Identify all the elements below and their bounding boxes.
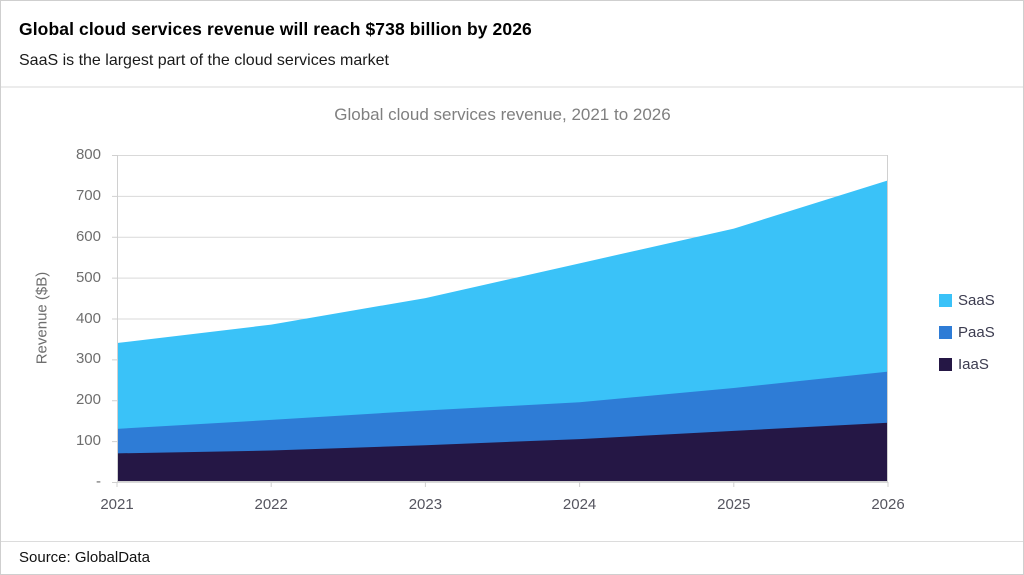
y-tick-label: 300 xyxy=(75,350,101,368)
legend-item: IaaS xyxy=(939,354,995,374)
chart-legend: SaaS PaaS IaaS xyxy=(939,290,995,386)
legend-swatch-icon xyxy=(939,325,952,339)
y-tick-label: 100 xyxy=(75,432,101,450)
y-tick-label: - xyxy=(96,473,101,490)
y-tick-label: 700 xyxy=(75,186,101,204)
chart-title: Global cloud services revenue, 2021 to 2… xyxy=(334,105,671,124)
source-attribution: Source: GlobalData xyxy=(19,549,150,566)
legend-swatch-icon xyxy=(939,357,952,371)
legend-item: SaaS xyxy=(939,290,995,310)
x-tick-label: 2024 xyxy=(562,496,597,513)
report-title: Global cloud services revenue will reach… xyxy=(19,19,532,39)
legend-item: PaaS xyxy=(939,322,995,342)
legend-label: PaaS xyxy=(958,323,995,341)
y-tick-label: 800 xyxy=(75,146,101,163)
x-tick-label: 2021 xyxy=(100,496,134,513)
legend-label: SaaS xyxy=(958,291,995,309)
y-tick-label: 600 xyxy=(75,227,101,245)
x-tick-label: 2025 xyxy=(717,496,751,513)
footer-divider xyxy=(1,541,1023,542)
y-axis-title: Revenue ($B) xyxy=(33,271,51,365)
x-tick-label: 2023 xyxy=(408,496,443,513)
legend-swatch-icon xyxy=(939,293,952,307)
report-subtitle: SaaS is the largest part of the cloud se… xyxy=(19,52,389,69)
x-tick-label: 2026 xyxy=(871,496,905,513)
header-divider xyxy=(1,86,1023,88)
area-IaaS xyxy=(117,422,888,482)
y-tick-label: 400 xyxy=(75,309,101,327)
x-tick-label: 2022 xyxy=(254,496,288,513)
y-tick-label: 500 xyxy=(75,268,101,286)
stacked-area-plot xyxy=(112,155,889,487)
y-tick-label: 200 xyxy=(75,391,101,409)
legend-label: IaaS xyxy=(958,355,989,373)
